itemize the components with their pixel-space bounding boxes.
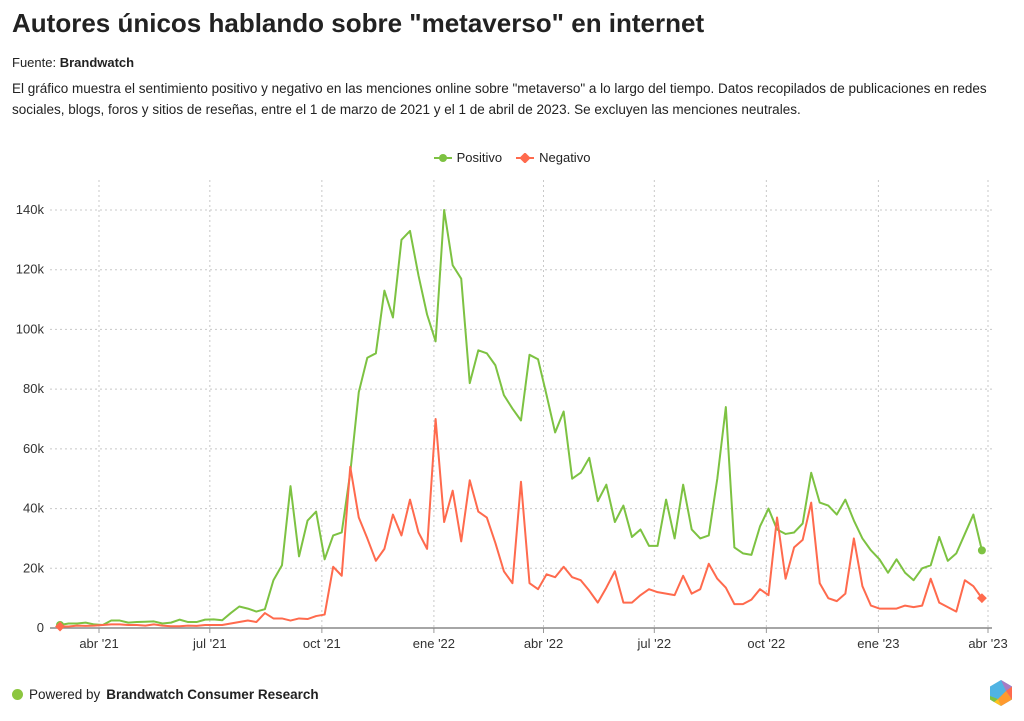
y-tick-label: 140k <box>16 202 45 217</box>
series-line-positivo <box>59 209 983 627</box>
x-tick-label: abr '23 <box>968 636 1007 651</box>
footer-prefix: Powered by <box>29 687 101 702</box>
y-tick-label: 40k <box>23 501 44 516</box>
legend-label-negativo: Negativo <box>539 150 591 165</box>
series-line-negativo <box>60 418 983 628</box>
legend-label-positivo: Positivo <box>456 150 503 165</box>
data-point-positivo <box>977 546 986 555</box>
x-tick-label: jul '21 <box>192 636 227 651</box>
y-tick-label: 80k <box>23 381 44 396</box>
y-tick-label: 60k <box>23 441 44 456</box>
source-name: Brandwatch <box>59 55 135 70</box>
line-chart: 0 20k 40k 60k 80k 100k 120k 140k abr '21 jul '21 o… <box>16 180 1008 651</box>
legend-item-negativo[interactable]: Negativo <box>516 150 590 165</box>
x-tick-label: ene '23 <box>857 636 899 651</box>
data-point-negativo <box>55 621 65 632</box>
data-point-negativo <box>976 593 987 604</box>
series-points-negativo <box>55 593 987 632</box>
brandwatch-logo-icon <box>990 680 1012 706</box>
source-line: Fuente: Brandwatch <box>12 55 134 70</box>
x-tick-label: oct '21 <box>303 636 341 651</box>
y-tick-label: 0 <box>37 620 44 635</box>
chart-description: El gráfico muestra el sentimiento positi… <box>12 81 987 117</box>
x-tick-label: oct '22 <box>747 636 785 651</box>
legend: Positivo Negativo <box>0 150 1024 165</box>
x-tick-label: abr '22 <box>524 636 563 651</box>
chart-title: Autores únicos hablando sobre "metaverso… <box>12 8 705 38</box>
y-tick-label: 20k <box>23 560 44 575</box>
x-tick-label: ene '22 <box>413 636 455 651</box>
y-tick-label: 100k <box>16 321 45 336</box>
footer: Powered by Brandwatch Consumer Research <box>12 687 319 702</box>
legend-marker-negativo-icon <box>516 152 535 163</box>
y-tick-label: 120k <box>16 262 45 277</box>
brandwatch-dot-icon <box>12 689 23 700</box>
footer-brand[interactable]: Brandwatch Consumer Research <box>106 687 319 702</box>
source-label: Fuente: <box>12 55 60 70</box>
legend-marker-positivo-icon <box>433 153 452 162</box>
legend-item-positivo[interactable]: Positivo <box>433 150 503 165</box>
x-tick-label: abr '21 <box>79 636 118 651</box>
x-tick-label: jul '22 <box>637 636 672 651</box>
